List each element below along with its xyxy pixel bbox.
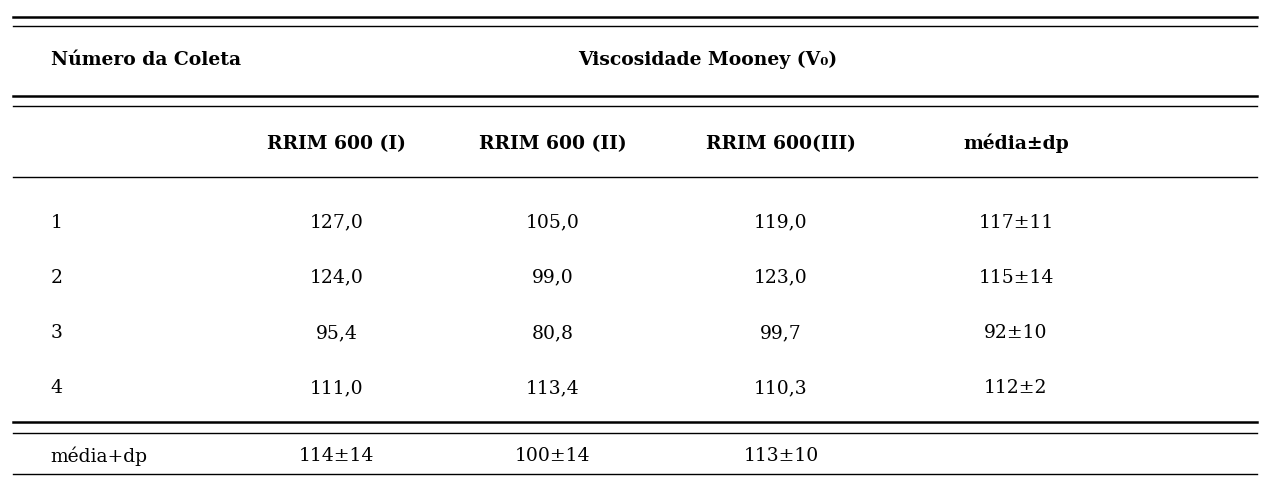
Text: RRIM 600 (II): RRIM 600 (II) — [479, 135, 626, 153]
Text: 2: 2 — [51, 269, 62, 287]
Text: 127,0: 127,0 — [310, 214, 363, 232]
Text: 111,0: 111,0 — [310, 379, 363, 397]
Text: 95,4: 95,4 — [316, 324, 357, 342]
Text: 92±10: 92±10 — [984, 324, 1048, 342]
Text: média±dp: média±dp — [963, 134, 1069, 153]
Text: RRIM 600(III): RRIM 600(III) — [706, 135, 856, 153]
Text: 114±14: 114±14 — [298, 447, 375, 465]
Text: média+dp: média+dp — [51, 446, 147, 466]
Text: 100±14: 100±14 — [514, 447, 591, 465]
Text: 119,0: 119,0 — [754, 214, 808, 232]
Text: Viscosidade Mooney (V₀): Viscosidade Mooney (V₀) — [578, 51, 838, 69]
Text: 99,7: 99,7 — [761, 324, 801, 342]
Text: 115±14: 115±14 — [978, 269, 1054, 287]
Text: 110,3: 110,3 — [754, 379, 808, 397]
Text: 3: 3 — [51, 324, 62, 342]
Text: 1: 1 — [51, 214, 62, 232]
Text: 113,4: 113,4 — [526, 379, 579, 397]
Text: 105,0: 105,0 — [526, 214, 579, 232]
Text: 80,8: 80,8 — [531, 324, 574, 342]
Text: 99,0: 99,0 — [532, 269, 573, 287]
Text: 4: 4 — [51, 379, 62, 397]
Text: 112±2: 112±2 — [984, 379, 1048, 397]
Text: 124,0: 124,0 — [310, 269, 363, 287]
Text: 123,0: 123,0 — [754, 269, 808, 287]
Text: 117±11: 117±11 — [978, 214, 1054, 232]
Text: Número da Coleta: Número da Coleta — [51, 51, 241, 69]
Text: 113±10: 113±10 — [743, 447, 819, 465]
Text: RRIM 600 (I): RRIM 600 (I) — [267, 135, 406, 153]
